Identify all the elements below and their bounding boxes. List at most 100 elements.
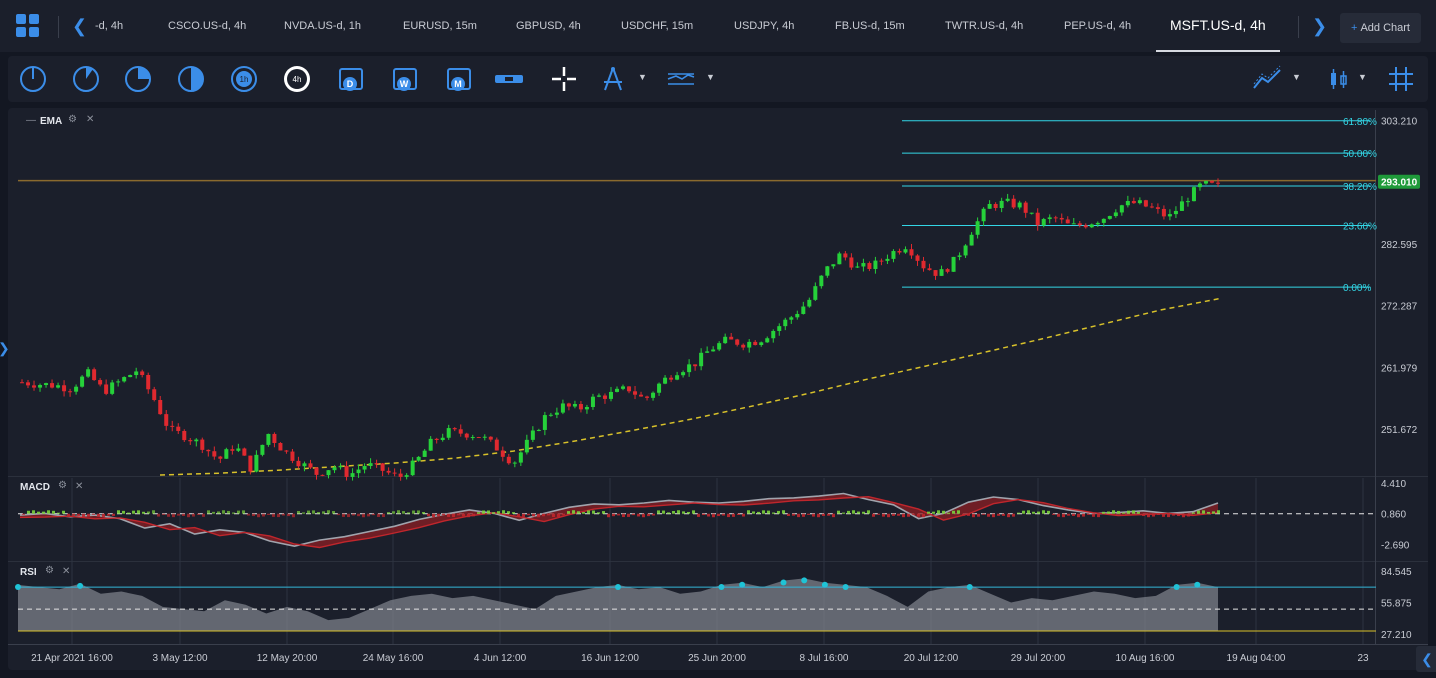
tab-active[interactable]: MSFT.US-d, 4h xyxy=(1156,0,1280,52)
candle xyxy=(1191,187,1196,202)
candle xyxy=(470,437,475,439)
macd-histogram-bar xyxy=(287,513,290,517)
calendar-month-icon[interactable]: M xyxy=(444,64,474,94)
candle xyxy=(548,414,553,416)
chevron-down-icon[interactable]: ▼ xyxy=(706,72,715,82)
candle xyxy=(260,444,265,455)
macd-histogram-bar xyxy=(927,511,930,514)
scroll-back-icon[interactable]: ❮ xyxy=(1416,646,1436,672)
settings-icon[interactable]: ⚙ xyxy=(68,114,77,125)
crosshair-grid-icon[interactable] xyxy=(1386,64,1416,94)
macd-histogram-bar xyxy=(842,512,845,514)
candle xyxy=(428,438,433,451)
collapse-icon[interactable]: — xyxy=(26,115,36,126)
divider xyxy=(58,16,59,38)
macd-histogram-bar xyxy=(1107,511,1110,514)
macd-histogram-bar xyxy=(712,513,715,518)
candle xyxy=(32,385,37,388)
tab-5[interactable]: USDCHF, 15m xyxy=(621,20,694,32)
crosshair-icon[interactable] xyxy=(549,64,579,94)
fib-level-label: 50.00% xyxy=(1343,149,1377,160)
rsi-y-tick-label: 27.210 xyxy=(1381,630,1412,641)
candle xyxy=(20,382,24,384)
macd-histogram-bar xyxy=(367,513,370,517)
macd-histogram-bar xyxy=(972,513,975,518)
candle xyxy=(278,443,283,451)
tab-9[interactable]: PEP.US-d, 4h xyxy=(1064,20,1132,32)
candle xyxy=(1137,200,1142,204)
macd-histogram-bar xyxy=(952,510,955,514)
chevron-down-icon[interactable]: ▼ xyxy=(1358,72,1367,82)
tab-2[interactable]: NVDA.US-d, 1h xyxy=(284,20,362,32)
clock-4h-label: 4h xyxy=(293,75,302,84)
settings-icon[interactable]: ⚙ xyxy=(45,565,54,576)
candle xyxy=(92,369,97,381)
clock-quarter-icon[interactable] xyxy=(18,64,48,94)
macd-histogram-bar xyxy=(1162,513,1165,517)
calendar-week-icon[interactable]: W xyxy=(390,64,420,94)
macd-histogram-bar xyxy=(817,513,820,518)
macd-histogram-bar xyxy=(942,510,945,514)
candle xyxy=(1197,183,1202,188)
candle xyxy=(230,449,235,451)
macd-histogram-bar xyxy=(382,513,385,518)
candle xyxy=(290,451,295,461)
clock-third-icon[interactable] xyxy=(71,64,101,94)
studies-icon[interactable] xyxy=(666,64,696,94)
candle xyxy=(398,473,403,477)
range-icon[interactable] xyxy=(494,64,524,94)
tabs-scroll-right-icon[interactable]: ❯ xyxy=(1312,16,1328,36)
macd-histogram-bar xyxy=(77,513,80,516)
macd-histogram-bar xyxy=(182,513,185,516)
macd-histogram-bar xyxy=(602,511,605,514)
chevron-down-icon[interactable]: ▼ xyxy=(1292,72,1301,82)
chart-type-line-icon[interactable] xyxy=(1252,64,1282,94)
close-icon[interactable]: ✕ xyxy=(62,566,71,577)
macd-histogram-bar xyxy=(862,511,865,514)
chevron-down-icon[interactable]: ▼ xyxy=(638,72,647,82)
candle xyxy=(356,469,361,474)
tab-4[interactable]: GBPUSD, 4h xyxy=(516,20,581,32)
candle xyxy=(578,404,583,410)
macd-histogram-bar xyxy=(1187,513,1190,517)
macd-histogram-bar xyxy=(627,513,630,517)
calendar-day-icon[interactable]: D xyxy=(336,64,366,94)
candle xyxy=(44,383,49,386)
tab-7[interactable]: FB.US-d, 15m xyxy=(835,20,905,32)
clock-4h-icon[interactable]: 4h xyxy=(282,64,312,94)
macd-histogram-bar xyxy=(797,513,800,518)
candle xyxy=(68,391,73,393)
macd-histogram-bar xyxy=(1202,510,1205,514)
close-icon[interactable]: ✕ xyxy=(75,481,84,492)
candle xyxy=(843,253,848,258)
drawing-tools-icon[interactable] xyxy=(598,64,628,94)
candle xyxy=(560,403,565,413)
macd-histogram-bar xyxy=(692,510,695,514)
candle xyxy=(98,380,103,385)
candle xyxy=(639,394,644,397)
tab-6[interactable]: USDJPY, 4h xyxy=(734,20,795,32)
macd-histogram-bar xyxy=(582,512,585,514)
panel-expand-icon[interactable]: ❯ xyxy=(0,340,10,357)
layout-grid-icon[interactable] xyxy=(16,14,42,40)
candle xyxy=(518,452,523,463)
clock-full-icon[interactable] xyxy=(176,64,206,94)
tabs-scroll-left-icon[interactable]: ❮ xyxy=(72,16,88,36)
close-icon[interactable]: ✕ xyxy=(86,114,95,125)
tab-0[interactable]: -d, 4h xyxy=(95,20,124,32)
candles-icon[interactable] xyxy=(1324,64,1354,94)
tab-3[interactable]: EURUSD, 15m xyxy=(403,20,477,32)
macd-histogram-bar xyxy=(777,510,780,514)
macd-histogram-bar xyxy=(1147,513,1150,518)
clock-half-icon[interactable] xyxy=(123,64,153,94)
clock-1h-icon[interactable]: 1h xyxy=(229,64,259,94)
macd-histogram-bar xyxy=(342,513,345,517)
tab-8[interactable]: TWTR.US-d, 4h xyxy=(945,20,1024,32)
add-chart-button[interactable]: + Add Chart xyxy=(1340,13,1421,43)
tab-1[interactable]: CSCO.US-d, 4h xyxy=(168,20,247,32)
chart-panel xyxy=(8,108,1428,670)
settings-icon[interactable]: ⚙ xyxy=(58,480,67,491)
candle xyxy=(542,415,547,430)
candle xyxy=(182,430,187,441)
